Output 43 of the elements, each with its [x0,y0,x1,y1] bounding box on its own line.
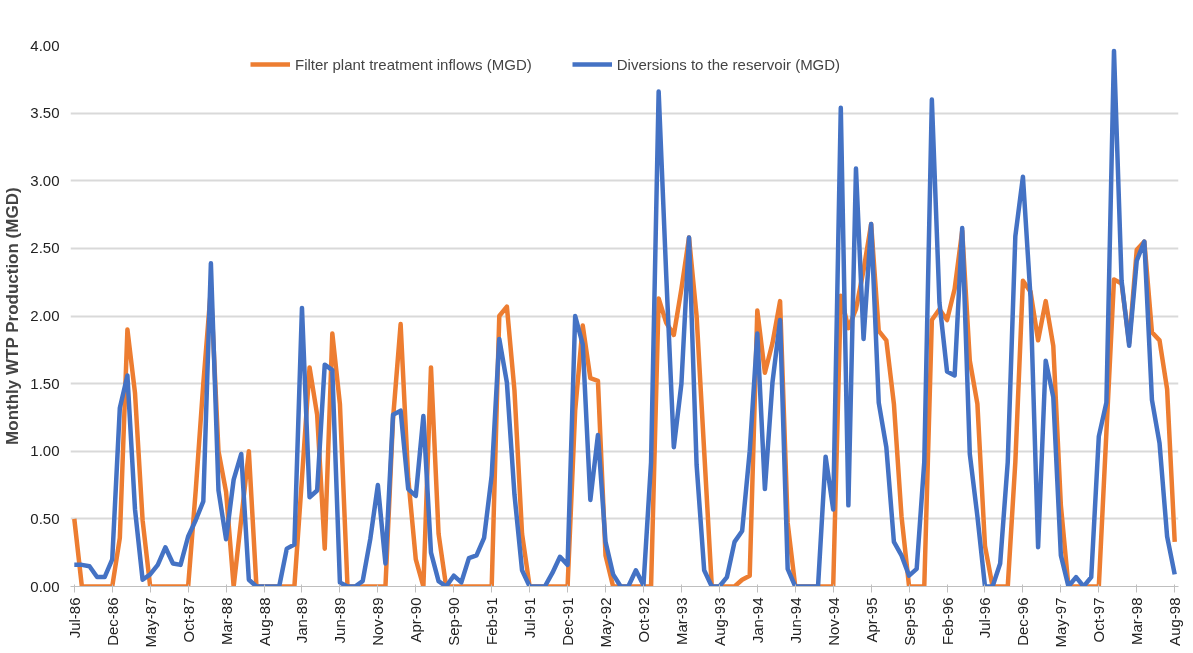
x-tick-label: Dec-86 [103,597,121,646]
y-tick-label: 1.00 [30,442,60,460]
x-tick-label: Mar-93 [672,597,690,646]
x-tick-label: Sep-95 [900,597,918,646]
x-tick-label: Oct-97 [1090,597,1108,643]
x-tick-label: Jan-94 [748,597,766,644]
x-tick-label: Sep-90 [445,597,463,646]
x-tick-label: Aug-93 [710,597,728,646]
y-tick-label: 4.00 [30,36,60,54]
x-tick-label: Nov-94 [824,597,842,646]
x-tick-label: Mar-88 [217,597,235,646]
y-tick-label: 0.50 [30,509,60,527]
x-tick-label: Aug-88 [255,597,273,646]
x-tick-label: Jul-86 [65,597,83,639]
x-tick-label: May-87 [141,597,159,648]
x-tick-label: Jul-91 [521,597,539,639]
y-tick-label: 2.50 [30,239,60,257]
y-axis-title: Monthly WTP Production (MGD) [3,187,23,445]
y-tick-label: 3.00 [30,171,60,189]
x-tick-label: Feb-91 [483,597,501,646]
x-tick-label: Oct-87 [179,597,197,643]
y-tick-label: 1.50 [30,374,60,392]
x-tick-label: Jun-89 [331,597,349,644]
y-tick-label: 2.00 [30,307,60,324]
x-tick-label: Oct-92 [634,597,652,643]
x-tick-label: Jul-96 [976,597,994,639]
legend-label: Diversions to the reservoir (MGD) [616,55,841,73]
x-tick-label: Jan-89 [293,597,311,644]
x-tick-label: Dec-96 [1014,597,1032,646]
x-tick-label: Aug-98 [1166,597,1184,646]
y-tick-label: 0.00 [30,577,60,595]
x-tick-label: Nov-89 [369,597,387,646]
x-tick-label: Feb-96 [938,597,956,646]
x-tick-label: Dec-91 [559,597,577,646]
x-tick-label: Mar-98 [1128,597,1146,646]
x-tick-label: May-97 [1052,597,1070,648]
x-tick-label: Apr-90 [407,597,425,643]
y-tick-label: 3.50 [30,104,60,122]
x-tick-label: Apr-95 [862,597,880,643]
line-series [72,48,1177,587]
x-tick-label: Jun-94 [786,597,804,644]
legend-label: Filter plant treatment inflows (MGD) [295,55,532,73]
x-tick-label: May-92 [597,597,615,648]
